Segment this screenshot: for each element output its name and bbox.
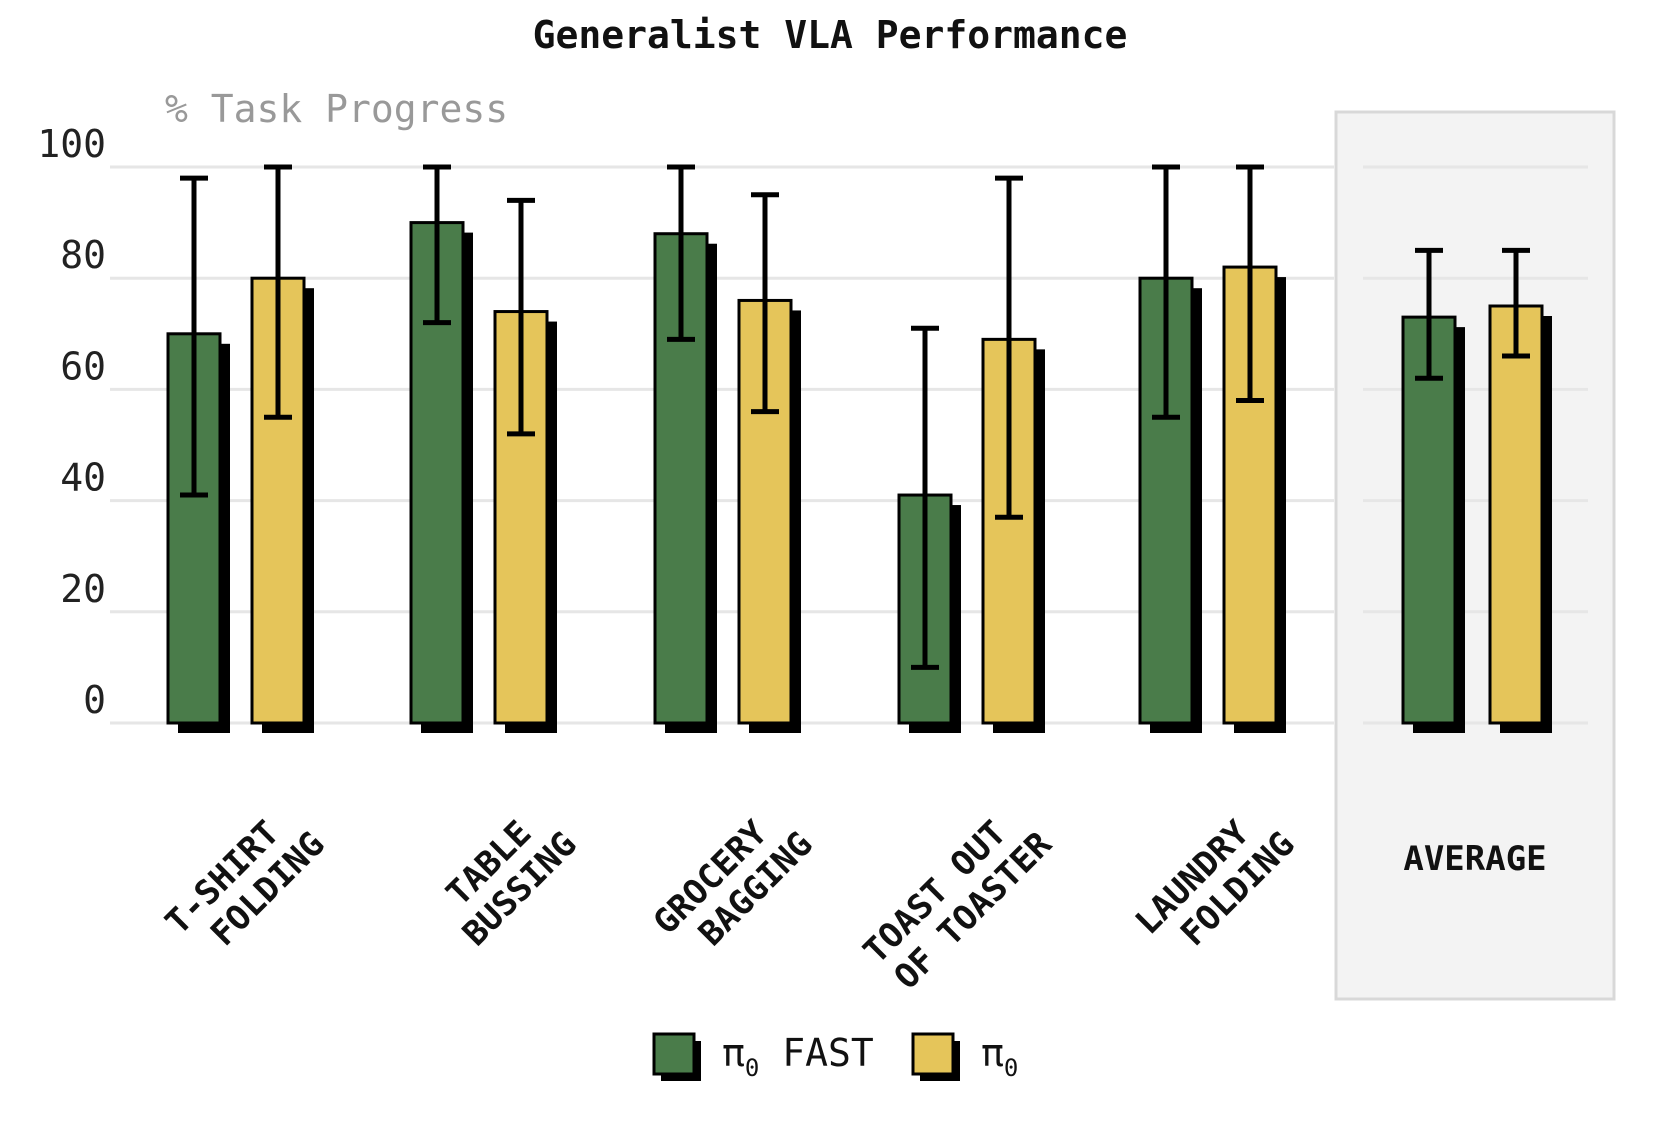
category-label: LAUNDRYFOLDING: [1128, 796, 1303, 971]
average-panel: [1334, 110, 1616, 1001]
y-tick-label: 20: [60, 567, 106, 611]
category-label: GROCERYBAGGING: [646, 796, 821, 971]
legend-label: π0 FAST: [722, 1031, 874, 1082]
y-tick-label: 0: [83, 678, 106, 722]
category-label: TOAST OUTOF TOASTER: [856, 796, 1060, 1000]
error-bars: [180, 164, 1530, 670]
legend-swatch: [911, 1032, 955, 1076]
legend-swatch: [652, 1032, 696, 1076]
chart-title: Generalist VLA Performance: [533, 13, 1128, 57]
y-tick-label: 80: [60, 233, 106, 277]
category-label: T-SHIRTFOLDING: [158, 796, 333, 971]
bar-average-pi0: [1488, 304, 1544, 725]
y-tick-label: 40: [60, 456, 106, 500]
category-label-average: AVERAGE: [1403, 839, 1546, 879]
y-axis-ticks: 0 20 40 60 80 100: [37, 122, 106, 722]
bar-pi0: [1222, 265, 1278, 725]
legend-label: π0: [981, 1031, 1018, 1082]
y-tick-label: 100: [37, 122, 106, 166]
category-labels: T-SHIRTFOLDING TABLEBUSSING GROCERYBAGGING…: [158, 796, 1303, 1000]
y-tick-label: 60: [60, 344, 106, 388]
y-axis-label: % Task Progress: [165, 87, 508, 131]
legend: π0 FAST π0: [652, 1031, 1018, 1082]
bar-average-pi0-fast: [1401, 315, 1457, 725]
category-label: TABLEBUSSING: [427, 796, 585, 954]
bars: [166, 221, 1552, 733]
